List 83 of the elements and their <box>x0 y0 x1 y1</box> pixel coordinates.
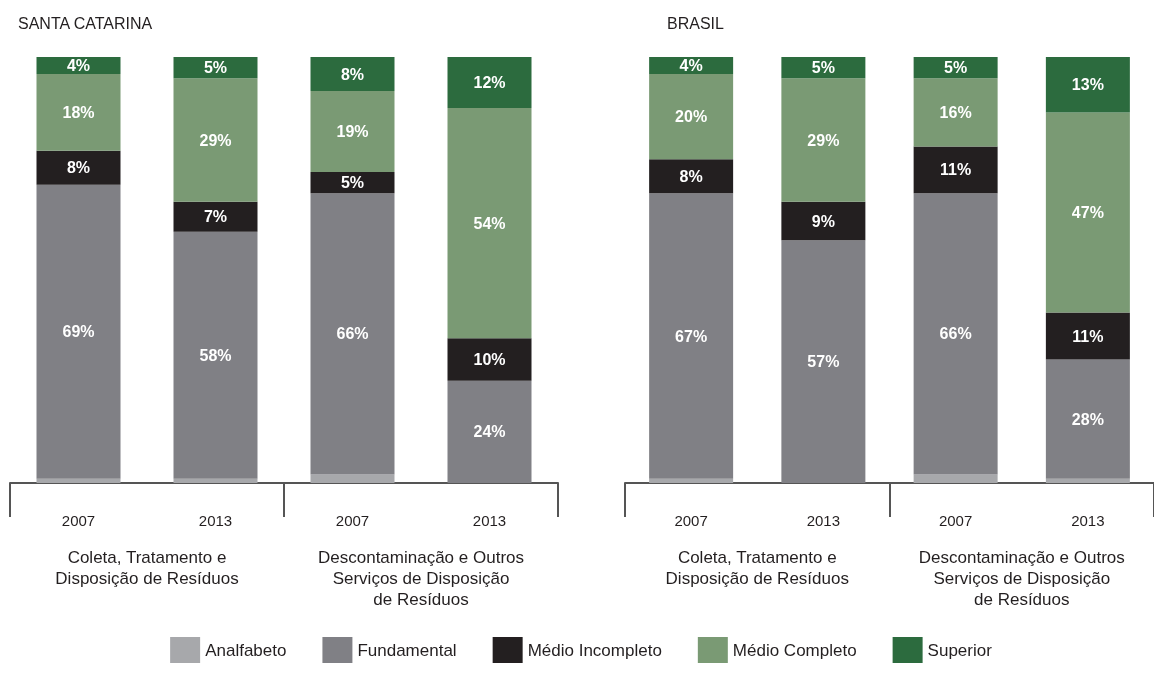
bar <box>649 159 734 194</box>
data-label: 4% <box>66 57 91 75</box>
legend-label: Analfabeto <box>205 640 287 660</box>
bar <box>447 338 532 381</box>
bar <box>173 478 258 483</box>
bar <box>649 193 734 479</box>
bar <box>1045 478 1130 483</box>
bar <box>781 201 866 241</box>
data-label: 10% <box>473 350 506 368</box>
bar <box>447 57 532 109</box>
chart-title: BRASIL <box>667 14 725 32</box>
data-label: 5% <box>944 59 968 77</box>
data-label: 24% <box>473 423 506 441</box>
data-label: 66% <box>939 325 972 343</box>
text: Descontaminação e Outros Serviços de Disposição de Resíduos <box>318 548 524 609</box>
bar <box>913 78 998 147</box>
data-label: 13% <box>1071 76 1104 94</box>
x-tick-label: 2013 <box>806 512 841 529</box>
bar <box>447 108 532 339</box>
data-label: 58% <box>199 346 232 364</box>
legend-label: Superior <box>927 640 993 660</box>
text: Descontaminação e Outros Serviços de Disposição de Resíduos <box>918 548 1125 609</box>
data-label: 8% <box>66 159 91 177</box>
data-label: 69% <box>62 323 95 341</box>
bar <box>1045 57 1130 113</box>
bar <box>36 150 121 185</box>
text: Coleta, Tratamento e Disposição de Resíduos <box>665 548 849 588</box>
legend-label: Fundamental <box>357 640 457 660</box>
data-label: 18% <box>62 103 95 121</box>
bar <box>173 201 258 232</box>
bar <box>36 184 121 479</box>
bar <box>173 78 258 202</box>
data-label: 67% <box>675 327 708 345</box>
data-label: 47% <box>1071 203 1104 221</box>
x-tick-label: 2007 <box>938 512 973 529</box>
x-tick-label: 2007 <box>335 512 370 529</box>
bar <box>1045 312 1130 360</box>
bar <box>913 474 998 483</box>
data-label: 20% <box>675 108 708 126</box>
bar <box>36 74 121 151</box>
data-label: 11% <box>1072 327 1104 345</box>
bar <box>1045 112 1130 313</box>
data-label: 16% <box>939 103 972 121</box>
data-label: 57% <box>807 353 840 371</box>
x-tick-label: 2013 <box>198 512 233 529</box>
chart-title: SANTA CATARINA <box>18 14 153 32</box>
bar <box>781 78 866 202</box>
bar <box>447 380 532 483</box>
data-label: 66% <box>336 325 369 343</box>
data-label: 19% <box>336 123 369 141</box>
data-label: 8% <box>679 167 703 185</box>
x-tick-label: 2013 <box>1071 512 1105 529</box>
x-tick-label: 2007 <box>61 512 96 529</box>
bar <box>36 478 121 483</box>
bar <box>310 193 395 475</box>
legend-label: Médio Completo <box>732 640 857 660</box>
bar <box>649 74 734 160</box>
bar <box>310 91 395 173</box>
x-tick-label: 2013 <box>472 512 507 529</box>
data-label: 5% <box>340 174 365 192</box>
bar <box>173 231 258 479</box>
text: Coleta, Tratamento e Disposição de Resíduos <box>55 548 239 588</box>
bar <box>649 478 734 483</box>
data-label: 4% <box>679 57 703 75</box>
bar <box>913 146 998 194</box>
data-label: 7% <box>203 208 228 226</box>
bar <box>1045 359 1130 479</box>
data-label: 29% <box>807 131 840 149</box>
data-label: 12% <box>473 74 506 92</box>
data-label: 29% <box>199 131 232 149</box>
bar <box>310 57 395 92</box>
x-tick-label: 2007 <box>674 512 708 529</box>
bar <box>913 193 998 475</box>
data-label: 5% <box>203 59 228 77</box>
bar <box>310 474 395 483</box>
data-label: 5% <box>811 59 835 77</box>
data-label: 54% <box>473 214 506 232</box>
data-label: 28% <box>1071 410 1104 428</box>
bar <box>781 240 866 483</box>
legend-label: Médio Incompleto <box>527 640 662 660</box>
data-label: 9% <box>811 212 835 230</box>
data-label: 8% <box>340 65 365 83</box>
data-label: 11% <box>940 161 972 179</box>
